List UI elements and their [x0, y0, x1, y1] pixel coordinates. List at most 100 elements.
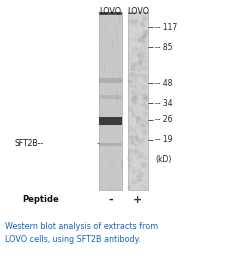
Circle shape: [129, 39, 130, 40]
Circle shape: [142, 41, 145, 45]
Circle shape: [128, 154, 129, 156]
Circle shape: [141, 103, 144, 106]
Circle shape: [131, 79, 136, 84]
Circle shape: [133, 74, 137, 79]
Circle shape: [141, 53, 145, 57]
Circle shape: [142, 139, 144, 140]
Bar: [100, 43, 101, 48]
Circle shape: [134, 96, 136, 98]
Circle shape: [137, 52, 142, 57]
Circle shape: [137, 169, 140, 172]
Circle shape: [135, 73, 138, 77]
Bar: [100, 113, 101, 124]
Circle shape: [139, 153, 143, 157]
Text: -- 85: -- 85: [154, 42, 172, 52]
Circle shape: [134, 86, 136, 87]
Circle shape: [142, 111, 146, 116]
Circle shape: [140, 36, 145, 41]
Circle shape: [143, 35, 146, 38]
Circle shape: [140, 47, 142, 48]
Circle shape: [129, 140, 134, 144]
Circle shape: [131, 111, 133, 113]
Circle shape: [143, 41, 144, 42]
Bar: [98, 95, 121, 99]
Circle shape: [142, 124, 143, 126]
Bar: [109, 107, 110, 113]
Circle shape: [130, 66, 134, 70]
Circle shape: [132, 97, 135, 100]
Circle shape: [131, 129, 134, 131]
Circle shape: [144, 31, 148, 35]
Circle shape: [128, 185, 131, 189]
Circle shape: [140, 87, 142, 89]
Circle shape: [136, 118, 140, 122]
Circle shape: [142, 97, 144, 99]
Circle shape: [142, 25, 144, 28]
Circle shape: [142, 33, 145, 36]
Circle shape: [134, 149, 137, 153]
Circle shape: [142, 56, 144, 59]
Circle shape: [133, 96, 137, 102]
Bar: [113, 180, 114, 185]
Circle shape: [136, 117, 137, 118]
Circle shape: [129, 150, 133, 154]
Circle shape: [128, 80, 131, 83]
Circle shape: [131, 99, 135, 103]
Circle shape: [140, 22, 144, 26]
Circle shape: [145, 122, 148, 125]
Circle shape: [134, 135, 137, 138]
Circle shape: [128, 166, 130, 168]
Circle shape: [133, 170, 135, 172]
Circle shape: [140, 60, 145, 65]
Bar: [110, 184, 111, 191]
Circle shape: [128, 136, 132, 139]
Circle shape: [128, 74, 132, 78]
Circle shape: [132, 113, 133, 115]
Text: Western blot analysis of extracts from
LOVO cells, using SFT2B antibody.: Western blot analysis of extracts from L…: [5, 222, 158, 244]
Circle shape: [145, 33, 147, 34]
Bar: [120, 108, 121, 113]
Circle shape: [135, 137, 137, 139]
Bar: [118, 118, 119, 124]
Circle shape: [141, 164, 144, 167]
Circle shape: [137, 54, 139, 57]
Bar: [116, 138, 117, 143]
Circle shape: [142, 119, 144, 122]
Circle shape: [129, 82, 131, 83]
Circle shape: [137, 96, 138, 97]
Circle shape: [138, 41, 139, 43]
Text: Peptide: Peptide: [22, 195, 58, 204]
Text: -- 19: -- 19: [154, 136, 172, 144]
Circle shape: [128, 152, 130, 153]
Circle shape: [142, 130, 146, 134]
Circle shape: [137, 33, 139, 35]
Circle shape: [132, 102, 135, 105]
Bar: [98, 78, 121, 83]
Circle shape: [142, 97, 146, 102]
Bar: [98, 12, 121, 15]
Bar: [119, 70, 120, 76]
Circle shape: [128, 165, 129, 167]
Circle shape: [142, 36, 144, 38]
Circle shape: [134, 20, 136, 23]
Circle shape: [141, 75, 144, 78]
Text: LOVO: LOVO: [126, 7, 148, 16]
Circle shape: [141, 85, 146, 89]
Circle shape: [129, 98, 133, 102]
Circle shape: [138, 36, 143, 41]
Circle shape: [138, 39, 140, 42]
Circle shape: [145, 170, 147, 171]
Circle shape: [129, 126, 131, 128]
Circle shape: [136, 116, 140, 120]
Bar: [104, 109, 106, 113]
Text: (kD): (kD): [154, 155, 171, 164]
Circle shape: [133, 85, 136, 88]
Bar: [98, 12, 121, 190]
Circle shape: [128, 80, 131, 83]
Bar: [114, 37, 115, 40]
Text: LOVO: LOVO: [98, 7, 120, 16]
Circle shape: [138, 70, 139, 71]
Bar: [104, 26, 105, 32]
Circle shape: [136, 176, 142, 181]
Bar: [106, 149, 107, 154]
